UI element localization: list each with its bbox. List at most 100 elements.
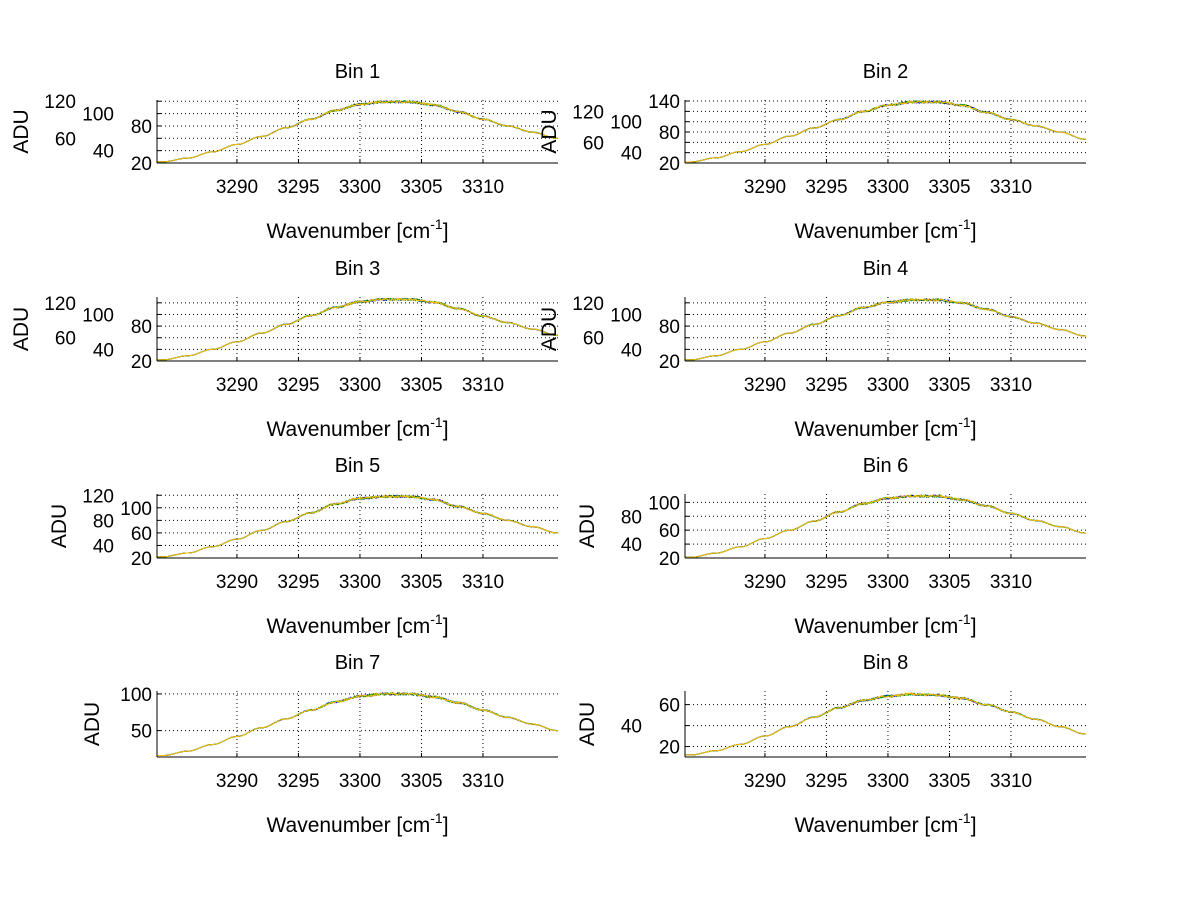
x-tick-label: 3290 xyxy=(216,572,258,593)
x-tick-label: 3310 xyxy=(990,177,1032,198)
x-tick-label: 3310 xyxy=(462,177,504,198)
x-tick-label: 3310 xyxy=(990,771,1032,792)
plot-area xyxy=(157,691,558,757)
x-axis-label-superscript: -1 xyxy=(430,611,443,627)
y-tick-label: 100 xyxy=(610,305,642,326)
y-tick-label: 40 xyxy=(621,144,642,165)
x-axis-label-suffix: ] xyxy=(443,220,449,243)
x-axis-label-superscript: -1 xyxy=(958,810,971,826)
x-tick-label: 3300 xyxy=(339,375,381,396)
y-tick-label: 20 xyxy=(659,154,680,175)
y-tick-label: 80 xyxy=(131,317,152,338)
y-tick-label: 120 xyxy=(572,102,604,123)
x-axis-label-suffix: ] xyxy=(971,220,977,243)
x-axis-label-main: Wavenumber [cm xyxy=(794,615,958,638)
x-tick-label: 3300 xyxy=(867,375,909,396)
x-tick-label: 3300 xyxy=(867,177,909,198)
x-axis-label-suffix: ] xyxy=(443,418,449,441)
y-axis-label: ADU xyxy=(576,702,599,746)
series-line-4 xyxy=(157,692,559,756)
subplot-bin-3: 3290 3295 3300 3305 3310 20 40 60 80 100 120 Bin 3 A… xyxy=(10,258,559,441)
x-tick-label: 3295 xyxy=(805,375,847,396)
y-tick-label: 20 xyxy=(659,549,680,570)
y-tick-label: 80 xyxy=(659,317,680,338)
x-axis-label-suffix: ] xyxy=(443,615,449,638)
x-axis-label-superscript: -1 xyxy=(958,414,971,430)
y-tick-label: 80 xyxy=(93,511,114,532)
y-tick-label: 120 xyxy=(44,92,76,113)
x-tick-label: 3290 xyxy=(744,375,786,396)
y-tick-label: 80 xyxy=(659,123,680,144)
x-tick-label: 3310 xyxy=(462,375,504,396)
x-tick-label: 3295 xyxy=(805,771,847,792)
y-tick-label: 60 xyxy=(659,696,680,717)
x-axis-label: Wavenumber [cm-1] xyxy=(794,611,976,638)
x-axis-label: Wavenumber [cm-1] xyxy=(266,216,448,243)
plot-area xyxy=(157,297,558,361)
y-axis-label: ADU xyxy=(10,307,33,351)
y-tick-label: 100 xyxy=(648,493,680,514)
plot-area xyxy=(685,297,1086,361)
series-line-4 xyxy=(157,494,559,558)
series-line-4 xyxy=(685,494,1087,558)
x-tick-label: 3300 xyxy=(339,572,381,593)
x-axis-label-superscript: -1 xyxy=(430,810,443,826)
y-tick-label: 20 xyxy=(131,549,152,570)
x-tick-label: 3310 xyxy=(462,572,504,593)
y-tick-label: 60 xyxy=(583,133,604,154)
y-tick-label: 140 xyxy=(648,92,680,113)
series-line-4 xyxy=(157,297,559,361)
y-axis-label: ADU xyxy=(538,109,561,153)
y-tick-label: 60 xyxy=(131,524,152,545)
x-tick-label: 3290 xyxy=(216,177,258,198)
x-tick-label: 3290 xyxy=(216,375,258,396)
y-tick-label: 20 xyxy=(659,352,680,373)
y-tick-label: 40 xyxy=(621,340,642,361)
y-axis-label: ADU xyxy=(48,504,71,548)
x-tick-label: 3305 xyxy=(400,771,442,792)
y-tick-label: 120 xyxy=(572,294,604,315)
y-tick-label: 40 xyxy=(621,717,642,738)
y-tick-label: 100 xyxy=(610,113,642,134)
plot-area xyxy=(157,100,558,163)
y-tick-label: 20 xyxy=(659,738,680,759)
x-tick-label: 3305 xyxy=(928,572,970,593)
x-axis-label: Wavenumber [cm-1] xyxy=(794,216,976,243)
y-tick-label: 40 xyxy=(93,536,114,557)
plot-area xyxy=(685,100,1086,163)
x-axis-label-suffix: ] xyxy=(971,615,977,638)
y-tick-label: 60 xyxy=(55,329,76,350)
subplot-title: Bin 2 xyxy=(863,61,909,83)
y-tick-label: 100 xyxy=(120,499,152,520)
x-axis-label: Wavenumber [cm-1] xyxy=(266,414,448,441)
x-tick-label: 3295 xyxy=(277,771,319,792)
x-tick-label: 3305 xyxy=(928,177,970,198)
subplot-bin-1: 3290 3295 3300 3305 3310 20 40 60 80 100 120 Bin 1 A… xyxy=(10,61,559,243)
x-tick-label: 3310 xyxy=(990,375,1032,396)
y-tick-label: 20 xyxy=(131,154,152,175)
x-tick-label: 3295 xyxy=(277,177,319,198)
y-tick-label: 50 xyxy=(131,722,152,743)
x-axis-label-main: Wavenumber [cm xyxy=(794,814,958,837)
x-tick-label: 3295 xyxy=(805,572,847,593)
x-tick-label: 3290 xyxy=(216,771,258,792)
subplot-title: Bin 4 xyxy=(863,258,909,280)
subplot-bin-2: 3290 3295 3300 3305 3310 20 40 60 80 100 120 140 Bin… xyxy=(538,61,1087,243)
y-axis-label: ADU xyxy=(81,702,104,746)
x-axis-label-superscript: -1 xyxy=(958,611,971,627)
x-tick-label: 3305 xyxy=(928,771,970,792)
series-line-4 xyxy=(685,298,1087,361)
subplot-title: Bin 6 xyxy=(863,455,909,477)
x-axis-label-superscript: -1 xyxy=(430,414,443,430)
y-axis-label: ADU xyxy=(576,504,599,548)
y-tick-label: 60 xyxy=(659,521,680,542)
series-line-4 xyxy=(685,692,1087,756)
x-tick-label: 3295 xyxy=(277,375,319,396)
x-axis-label-suffix: ] xyxy=(971,418,977,441)
y-tick-label: 100 xyxy=(82,305,114,326)
subplot-bin-7: 3290 3295 3300 3305 3310 50 100 Bin 7 ADU Wavenum… xyxy=(81,652,559,837)
x-tick-label: 3305 xyxy=(400,572,442,593)
y-tick-label: 60 xyxy=(583,329,604,350)
